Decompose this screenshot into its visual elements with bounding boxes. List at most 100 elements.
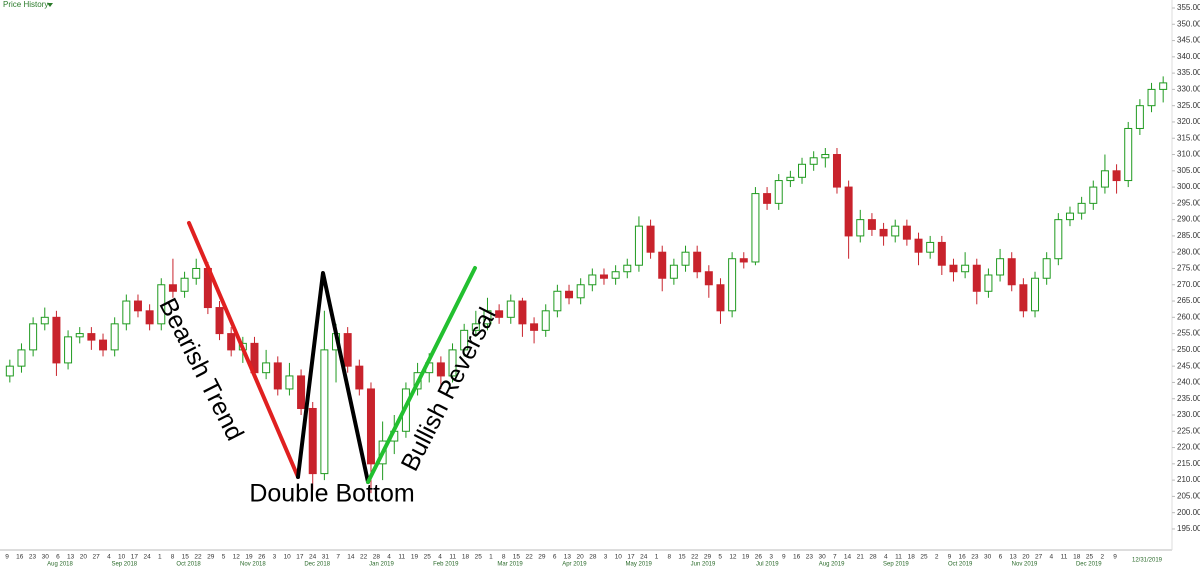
candle-body [669,264,678,279]
candle-body [1124,127,1133,182]
x-day-label: 18 [462,554,470,561]
candle-body [879,228,888,237]
candle-body [576,284,585,299]
candle-body [343,333,352,367]
annotation: Double Bottom [249,480,414,508]
x-day-label: 27 [93,554,101,561]
y-tick-label: 330.00 [1177,85,1200,94]
x-month-label: Aug 2019 [819,562,845,567]
y-tick-label: 220.00 [1177,443,1200,452]
x-day-label: 6 [999,554,1003,561]
x-day-label: 28 [589,554,597,561]
double-bottom-line [296,271,370,484]
x-day-label: 8 [502,554,506,561]
candle-body [634,225,643,266]
x-day-label: 2 [1100,554,1104,561]
x-month-label: Dec 2019 [1076,562,1102,567]
candle-body [891,225,900,237]
x-day-label: 30 [984,554,992,561]
x-day-label: 3 [769,554,773,561]
x-day-label: 13 [564,554,572,561]
candle-body [1100,170,1109,188]
x-day-label: 30 [42,554,50,561]
x-day-label: 11 [895,554,902,561]
candle-body [763,193,772,204]
candle-body [40,316,49,325]
candle-body [448,349,457,377]
x-day-label: 7 [833,554,837,561]
x-day-label: 19 [245,554,253,561]
y-tick-label: 285.00 [1177,231,1200,240]
y-tick-label: 325.00 [1177,101,1200,110]
x-day-label: 15 [182,554,190,561]
x-month-label: Sep 2019 [883,562,909,567]
x-day-label: 23 [29,554,37,561]
y-tick-label: 205.00 [1177,492,1200,501]
x-day-label: 14 [844,554,852,561]
chart-title: Price History [3,0,48,9]
candle-body [972,264,981,292]
x-month-label: May 2019 [626,562,653,567]
x-day-label: 9 [782,554,786,561]
candle-body [1159,82,1168,90]
x-month-label: Feb 2019 [433,562,459,567]
candle-body [786,176,795,182]
x-day-label: 3 [604,554,608,561]
candle-body [192,267,201,279]
candle-body [1135,105,1144,129]
candle-body [29,323,38,351]
y-tick-label: 320.00 [1177,117,1200,126]
candle-body [798,163,807,178]
x-day-label: 25 [424,554,432,561]
candle-body [436,362,445,377]
x-day-label: 19 [411,554,419,561]
candle-body [739,258,748,263]
y-tick-label: 340.00 [1177,52,1200,61]
y-tick-label: 200.00 [1177,508,1200,517]
candle-body [506,300,515,318]
x-day-label: 26 [755,554,763,561]
candle-body [180,277,189,292]
candle-body [984,274,993,292]
candle-body [145,310,154,325]
candle-body [495,310,504,318]
x-day-label: 29 [704,554,712,561]
y-tick-label: 295.00 [1177,198,1200,207]
candle-body [588,274,597,286]
x-day-label: 11 [398,554,405,561]
x-day-label: 29 [207,554,215,561]
candle-body [168,284,177,292]
x-day-label: 4 [438,554,442,561]
x-day-label: 8 [667,554,671,561]
candle-body [297,375,306,409]
x-day-label: 17 [296,554,304,561]
candle-body [17,349,26,367]
x-day-label: 15 [678,554,686,561]
annotation: Bearish Trend [153,294,249,445]
x-day-label: 15 [513,554,521,561]
y-tick-label: 310.00 [1177,150,1200,159]
x-month-label: Mar 2019 [497,562,523,567]
x-day-label: 18 [1073,554,1081,561]
x-end-label: 12/31/2019 [1132,558,1163,564]
x-day-label: 17 [627,554,635,561]
x-day-label: 4 [1050,554,1054,561]
bullish-line [366,266,477,484]
x-day-label: 22 [194,554,202,561]
x-month-label: Dec 2018 [304,562,330,567]
y-tick-label: 225.00 [1177,426,1200,435]
candle-body [751,193,760,263]
x-day-label: 1 [489,554,493,561]
menu-arrow[interactable] [47,3,53,7]
y-tick-label: 260.00 [1177,312,1200,321]
y-tick-label: 250.00 [1177,345,1200,354]
x-month-label: Nov 2019 [1012,562,1038,567]
x-day-label: 27 [1035,554,1043,561]
x-day-label: 4 [884,554,888,561]
candle-body [483,310,492,325]
candle-body [867,219,876,230]
candle-body [1031,277,1040,312]
x-day-label: 12 [729,554,737,561]
y-tick-label: 240.00 [1177,378,1200,387]
